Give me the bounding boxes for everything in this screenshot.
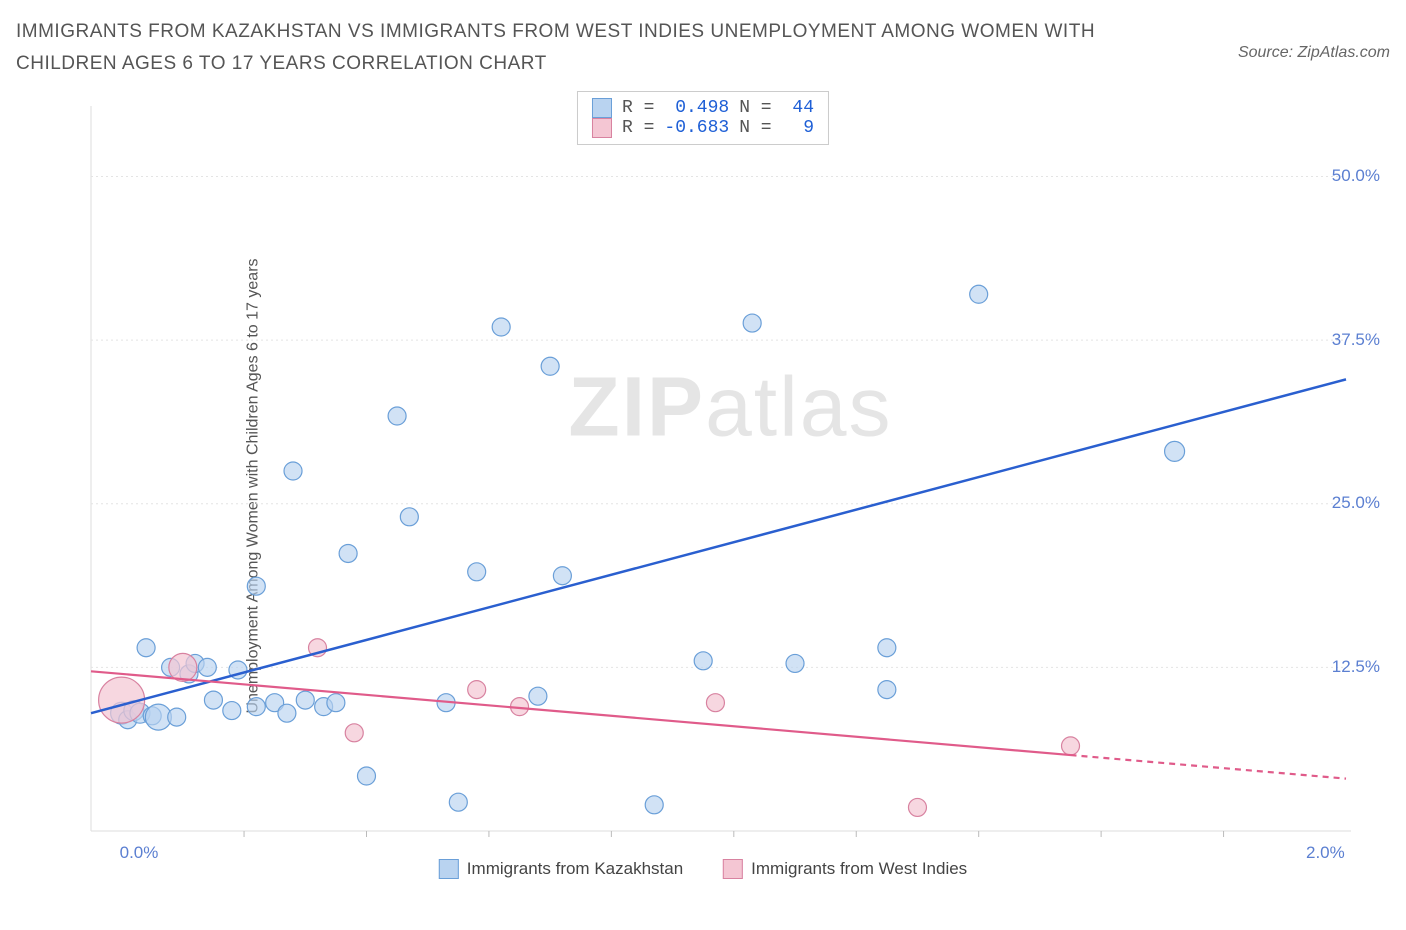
legend-stats-row-kazakhstan: R = 0.498 N = 44 [592, 98, 814, 118]
swatch-kazakhstan [439, 859, 459, 879]
r-value-westindies: -0.683 [664, 118, 729, 138]
legend-item-kazakhstan: Immigrants from Kazakhstan [439, 859, 683, 879]
source-label: Source: [1238, 44, 1293, 61]
chart-area: Unemployment Among Women with Children A… [16, 91, 1390, 881]
n-label: N = [739, 98, 771, 118]
chart-title: IMMIGRANTS FROM KAZAKHSTAN VS IMMIGRANTS… [16, 16, 1116, 81]
legend-bottom: Immigrants from Kazakhstan Immigrants fr… [439, 859, 967, 879]
legend-stats-box: R = 0.498 N = 44 R = -0.683 N = 9 [577, 91, 829, 145]
n-value-kazakhstan: 44 [782, 98, 814, 118]
r-value-kazakhstan: 0.498 [664, 98, 729, 118]
legend-item-westindies: Immigrants from West Indies [723, 859, 967, 879]
swatch-kazakhstan [592, 98, 612, 118]
x-tick-end: 2.0% [1306, 843, 1345, 863]
swatch-westindies [723, 859, 743, 879]
r-label: R = [622, 98, 654, 118]
y-tick-label: 25.0% [1332, 493, 1380, 513]
n-value-westindies: 9 [782, 118, 814, 138]
source-name: ZipAtlas.com [1298, 44, 1390, 61]
swatch-westindies [592, 118, 612, 138]
n-label: N = [739, 118, 771, 138]
source-credit: Source: ZipAtlas.com [1238, 44, 1390, 62]
legend-stats-row-westindies: R = -0.683 N = 9 [592, 118, 814, 138]
y-tick-label: 37.5% [1332, 330, 1380, 350]
y-tick-label: 50.0% [1332, 166, 1380, 186]
legend-label-westindies: Immigrants from West Indies [751, 859, 967, 879]
y-tick-label: 12.5% [1332, 657, 1380, 677]
r-label: R = [622, 118, 654, 138]
x-tick-start: 0.0% [120, 843, 159, 863]
scatter-plot [16, 91, 1396, 851]
legend-label-kazakhstan: Immigrants from Kazakhstan [467, 859, 683, 879]
